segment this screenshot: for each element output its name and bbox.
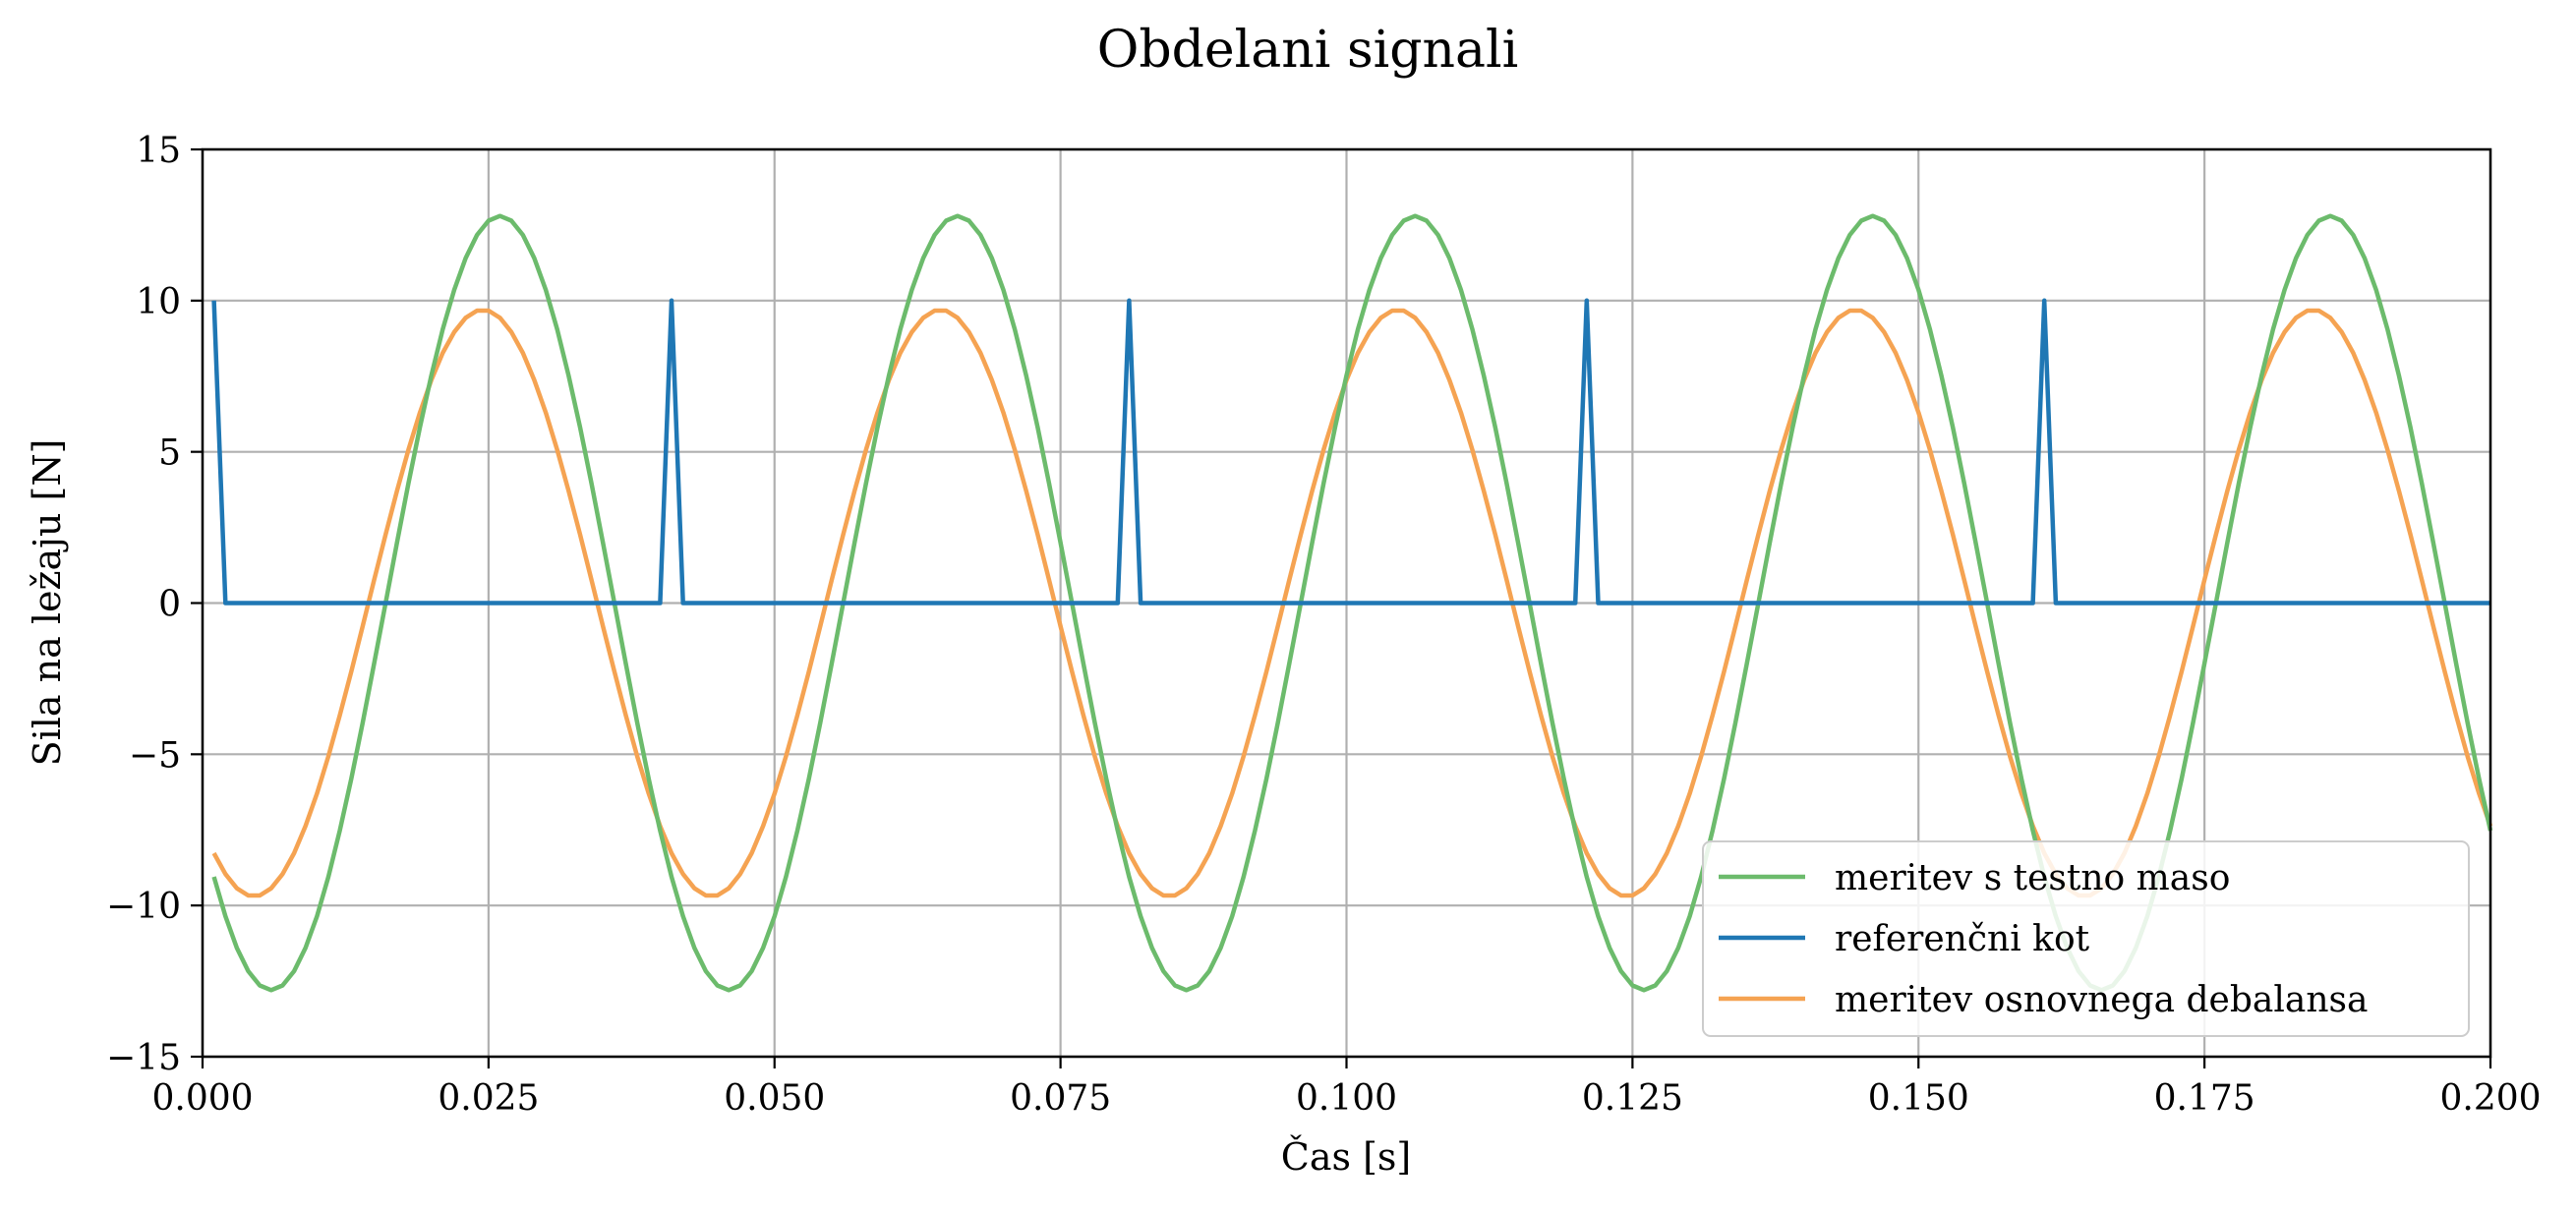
x-tick-label: 0.050: [724, 1078, 825, 1119]
x-tick-label: 0.125: [1582, 1078, 1683, 1119]
x-tick-label: 0.075: [1010, 1078, 1111, 1119]
legend-box: [1702, 840, 2470, 1037]
chart-title: Obdelani signali: [1097, 21, 1519, 80]
x-tick-label: 0.150: [1868, 1078, 1969, 1119]
x-tick-label: 0.175: [2154, 1078, 2255, 1119]
y-tick-label: −10: [106, 887, 181, 927]
x-tick-label: 0.000: [151, 1078, 253, 1119]
x-axis: 0.000 0.025 0.050 0.075 0.100 0.125 0.150 0.175…: [151, 1057, 2542, 1119]
y-axis: −15 −10 −5 0 5 10 15: [106, 131, 203, 1078]
y-tick-label: −5: [129, 735, 181, 776]
y-tick-label: 0: [158, 585, 181, 625]
y-tick-label: 10: [136, 282, 181, 322]
legend: meritev s testno maso referenčni kot merit…: [1702, 840, 2470, 1037]
series-line-1: [211, 298, 2490, 606]
legend-label: referenčni kot: [1835, 919, 2090, 959]
y-tick-label: 5: [158, 433, 181, 474]
y-tick-label: 15: [136, 131, 181, 171]
x-tick-label: 0.025: [438, 1078, 539, 1119]
legend-label: meritev osnovnega debalansa: [1835, 980, 2368, 1020]
x-tick-label: 0.200: [2439, 1078, 2541, 1119]
y-tick-label: −15: [106, 1038, 181, 1078]
y-axis-label: Sila na ležaju [N]: [26, 439, 69, 767]
legend-label: meritev s testno maso: [1835, 858, 2230, 898]
x-axis-label: Čas [s]: [1281, 1135, 1411, 1179]
x-tick-label: 0.100: [1296, 1078, 1397, 1119]
